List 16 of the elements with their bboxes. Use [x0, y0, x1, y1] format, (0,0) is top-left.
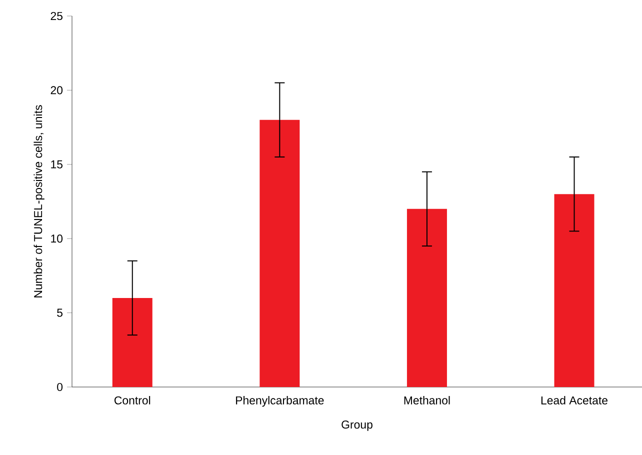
x-tick-label: Methanol	[404, 396, 450, 404]
bar	[406, 208, 447, 387]
y-tick-label: 0	[57, 382, 63, 392]
y-tick-label: 20	[50, 86, 63, 94]
y-tick-label: 15	[51, 160, 62, 168]
y-axis-title: Number of TUNEL-positive cells, units	[34, 105, 44, 298]
x-tick-label: Control	[114, 396, 150, 404]
x-tick-label: Phenylcarbamate	[236, 396, 324, 407]
y-tick-label: 10	[51, 234, 63, 243]
bar	[554, 194, 594, 387]
bar	[260, 120, 300, 387]
y-tick-label: 25	[50, 12, 62, 20]
bar	[112, 298, 152, 387]
x-axis-title: Group	[342, 420, 372, 431]
x-tick-label: Lead Acetate	[541, 396, 608, 404]
y-tick-label: 5	[57, 308, 62, 317]
